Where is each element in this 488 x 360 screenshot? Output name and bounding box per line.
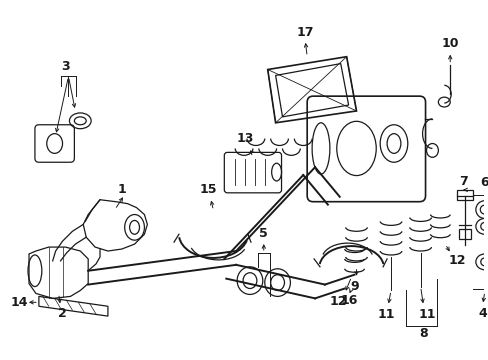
Text: 12: 12: [447, 255, 465, 267]
Text: 13: 13: [236, 132, 253, 145]
Text: 1: 1: [117, 183, 126, 196]
Text: 7: 7: [458, 175, 467, 189]
Text: 11: 11: [418, 308, 435, 321]
Text: 10: 10: [441, 37, 458, 50]
Text: 5: 5: [259, 227, 267, 240]
Text: 9: 9: [349, 280, 358, 293]
Text: 8: 8: [418, 327, 427, 341]
Bar: [456, 190, 472, 200]
Text: 16: 16: [340, 294, 358, 307]
Text: 17: 17: [296, 26, 313, 39]
Text: 11: 11: [377, 308, 394, 321]
Bar: [458, 229, 470, 239]
Text: 6: 6: [479, 176, 488, 189]
Text: 14: 14: [10, 296, 28, 309]
Text: 2: 2: [58, 307, 67, 320]
Text: 3: 3: [61, 60, 70, 73]
Text: 4: 4: [477, 307, 486, 320]
Text: 15: 15: [200, 183, 217, 196]
Text: 12: 12: [329, 295, 347, 308]
